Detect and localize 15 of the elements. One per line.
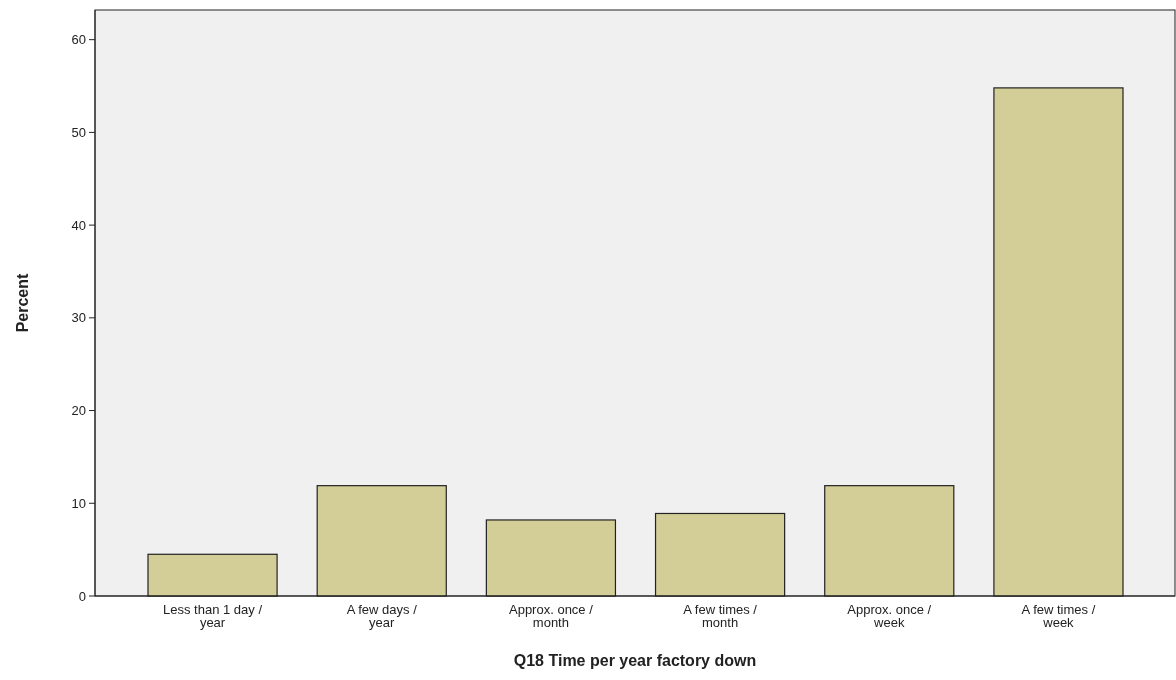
x-axis-title: Q18 Time per year factory down: [513, 652, 757, 669]
y-tick-label: 20: [71, 403, 86, 419]
x-tick-label: A few days / year: [346, 602, 418, 630]
y-tick-label: 40: [71, 217, 86, 233]
y-tick-label: 30: [71, 310, 86, 326]
x-tick-label: Approx. once / month: [508, 602, 594, 630]
y-tick-label: 60: [71, 32, 86, 48]
x-tick-label: A few times / month: [683, 602, 758, 630]
x-tick-label: Approx. once / week: [847, 602, 932, 630]
y-tick-label: 10: [71, 495, 86, 511]
y-axis-title: Percent: [14, 272, 31, 333]
x-tick-label: Less than 1 day / year: [163, 602, 263, 630]
y-tick-label: 50: [71, 124, 86, 140]
x-tick-label: A few times / week: [1021, 602, 1096, 630]
y-tick-label: 0: [78, 588, 86, 604]
